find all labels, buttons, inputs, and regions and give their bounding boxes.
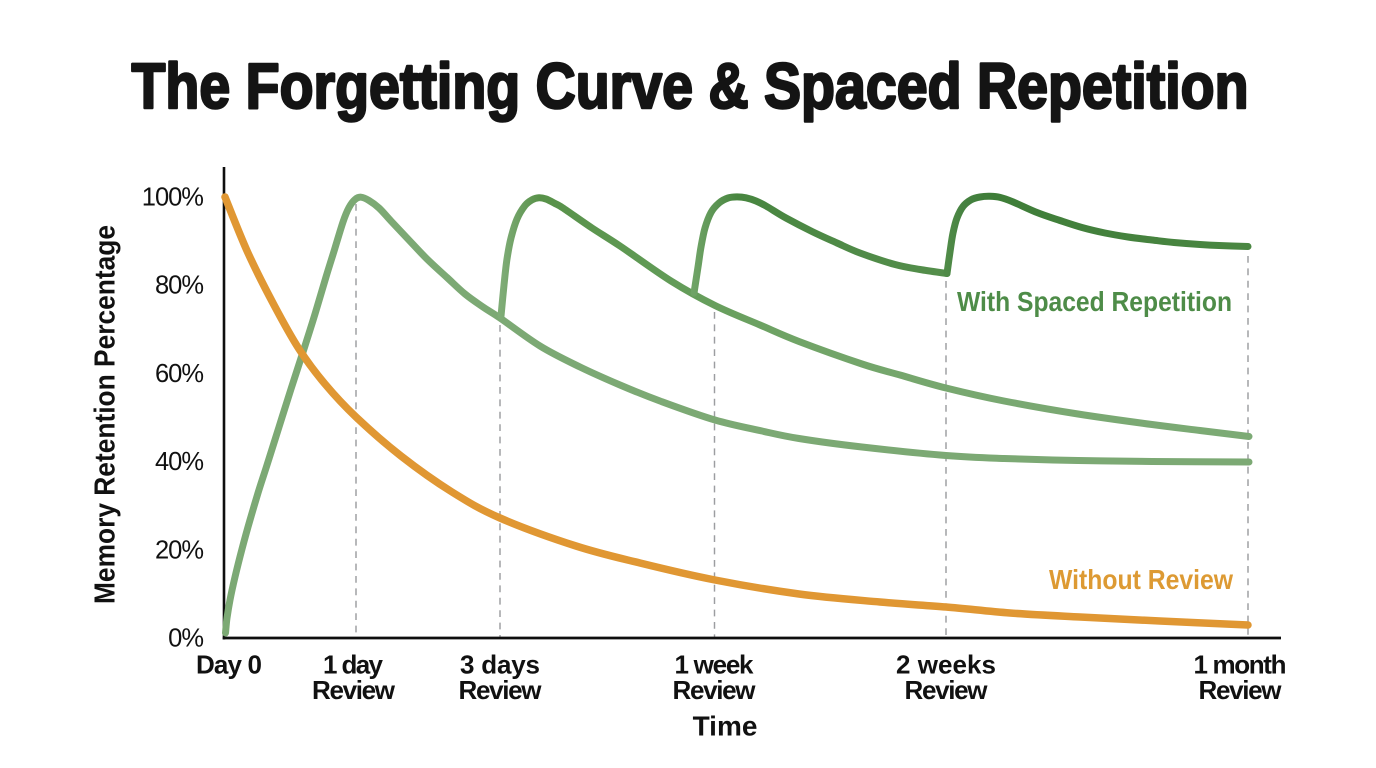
svg-text:2 weeks: 2 weeks (896, 650, 996, 680)
svg-text:Time: Time (693, 711, 758, 742)
svg-text:60%: 60% (155, 360, 203, 388)
svg-text:The Forgetting Curve & Spaced: The Forgetting Curve & Spaced Repetition (132, 50, 1249, 122)
svg-text:3 days: 3 days (460, 650, 540, 680)
svg-text:20%: 20% (155, 536, 203, 564)
svg-text:With Spaced Repetition: With Spaced Repetition (957, 286, 1232, 317)
svg-text:Day 0: Day 0 (196, 650, 262, 680)
svg-text:40%: 40% (155, 448, 203, 476)
svg-text:Review: Review (312, 675, 396, 705)
svg-text:Review: Review (459, 675, 543, 705)
svg-text:Review: Review (673, 675, 757, 705)
svg-text:Review: Review (1199, 675, 1283, 705)
svg-text:100%: 100% (142, 184, 204, 212)
svg-text:Memory Retention Percentage: Memory Retention Percentage (90, 225, 122, 604)
svg-text:0%: 0% (168, 625, 203, 653)
svg-text:80%: 80% (155, 272, 203, 300)
svg-text:1 day: 1 day (323, 650, 384, 680)
svg-text:Review: Review (905, 675, 989, 705)
svg-text:1 month: 1 month (1194, 650, 1287, 680)
svg-text:Without Review: Without Review (1049, 564, 1233, 595)
svg-text:1 week: 1 week (675, 650, 755, 680)
